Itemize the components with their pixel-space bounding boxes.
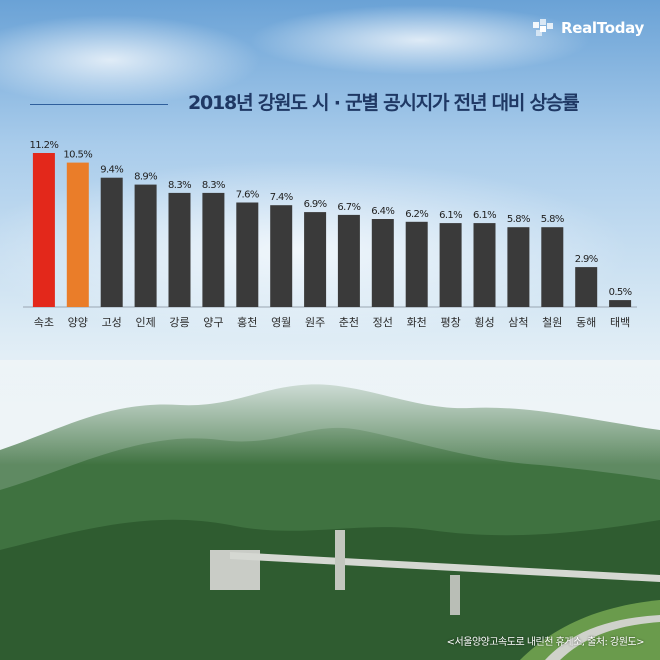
category-label: 인제: [135, 316, 155, 329]
category-label: 동해: [576, 315, 596, 329]
category-label: 원주: [305, 316, 325, 329]
title-rule: [30, 104, 168, 105]
category-label: 양구: [203, 316, 223, 329]
bar-횡성: [473, 223, 496, 307]
bar-인제: [134, 184, 157, 307]
value-label: 6.1%: [473, 210, 496, 221]
value-label: 2.9%: [575, 254, 598, 265]
category-label: 평창: [440, 316, 460, 329]
category-label: 철원: [542, 316, 562, 329]
bar-삼척: [507, 227, 530, 307]
value-label: 6.1%: [439, 210, 462, 221]
bar-정선: [371, 219, 394, 307]
bar-평창: [439, 223, 462, 307]
bar-영월: [270, 205, 293, 307]
bar-chart: 11.2% 속초 10.5% 양양 9.4% 고성 8.9% 인제 8.3% 강릉 8.3% 양구 7.…: [23, 140, 637, 329]
brand-name: RealToday: [560, 19, 644, 37]
value-label: 11.2%: [30, 140, 59, 151]
value-label: 6.4%: [371, 206, 394, 217]
bar-원주: [304, 212, 327, 307]
value-label: 8.9%: [134, 172, 157, 183]
mountain-landscape-photo: [0, 360, 660, 660]
category-label: 춘천: [339, 315, 359, 329]
bar-양양: [66, 162, 89, 307]
bar-강릉: [168, 192, 191, 307]
category-label: 횡성: [474, 316, 494, 329]
chart-title: 2018년 강원도 시 · 군별 공시지가 전년 대비 상승률: [188, 92, 580, 114]
category-label: 강릉: [169, 316, 189, 329]
value-label: 5.8%: [541, 214, 564, 225]
bar-태백: [609, 300, 632, 307]
value-label: 5.8%: [507, 214, 530, 225]
value-label: 8.3%: [168, 180, 191, 191]
category-label: 삼척: [508, 316, 528, 329]
category-label: 양양: [68, 316, 88, 329]
value-label: 6.2%: [405, 209, 428, 220]
bar-화천: [405, 221, 428, 308]
category-label: 속초: [34, 316, 54, 329]
value-label: 8.3%: [202, 180, 225, 191]
bar-고성: [100, 177, 123, 307]
category-label: 태백: [610, 316, 630, 329]
category-label: 정선: [373, 316, 393, 329]
category-label: 화천: [407, 315, 427, 329]
brand: RealToday: [531, 16, 644, 40]
value-label: 9.4%: [100, 165, 123, 176]
value-label: 7.4%: [270, 192, 293, 203]
value-label: 6.7%: [337, 202, 360, 213]
realtoday-logo-icon: [532, 19, 553, 36]
bar-동해: [575, 267, 598, 307]
category-label: 영월: [271, 316, 291, 329]
category-label: 고성: [102, 316, 122, 329]
bar-양구: [202, 192, 225, 307]
bar-철원: [541, 227, 564, 307]
photo-caption: <서울양양고속도로 내린천 휴게소, 출처: 강원도>: [446, 637, 645, 648]
category-label: 홍천: [237, 315, 257, 329]
value-label: 7.6%: [236, 190, 259, 201]
value-label: 10.5%: [63, 150, 92, 161]
bar-춘천: [337, 214, 360, 307]
bar-홍천: [236, 202, 259, 307]
bar-속초: [32, 153, 55, 307]
value-label: 0.5%: [609, 287, 632, 298]
value-label: 6.9%: [304, 199, 327, 210]
